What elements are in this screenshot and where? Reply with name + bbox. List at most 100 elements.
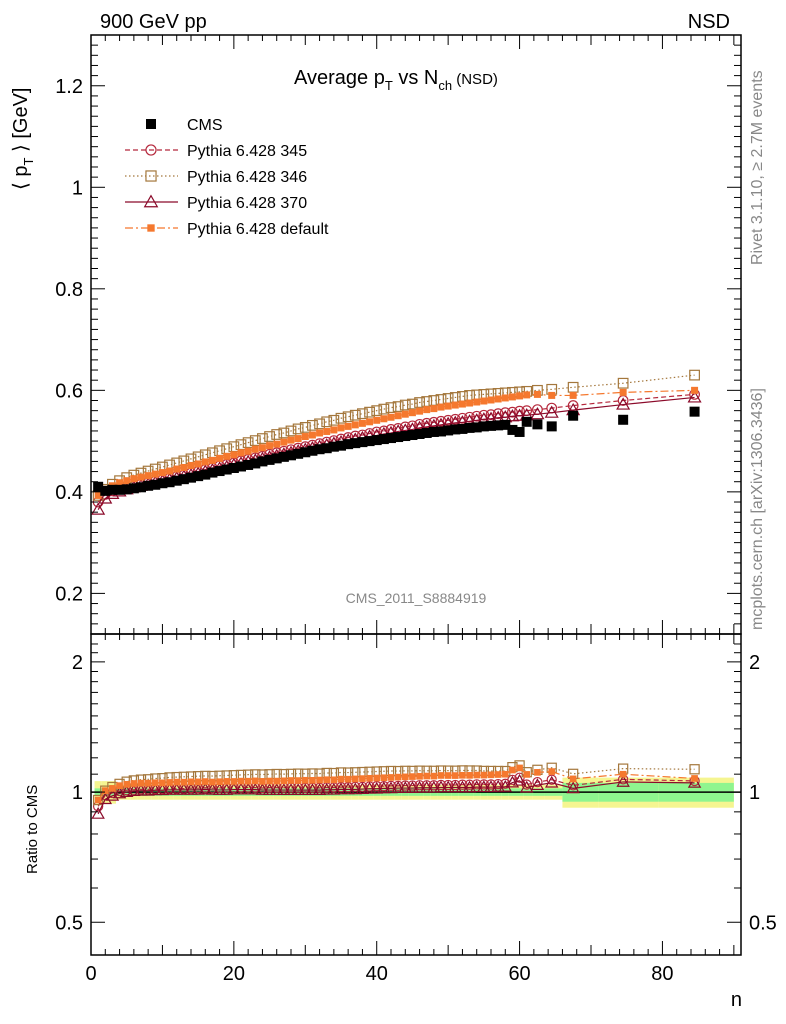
data-point-4 [244,447,252,455]
ratio-point-3 [616,775,630,787]
x-tick-label: 80 [651,963,673,985]
ratio-y-tick-label-right: 1 [749,782,760,804]
data-point-0 [343,439,354,450]
data-point-2 [392,401,404,412]
ratio-point-4 [487,771,495,779]
ratio-point-3 [241,782,255,795]
data-point-0 [386,433,396,444]
ratio-point-3 [419,780,434,793]
data-point-0 [486,420,496,431]
ratio-point-1 [450,779,461,791]
data-point-2 [567,381,579,393]
data-point-4 [130,475,138,483]
ratio-point-4 [216,778,223,786]
ratio-point-4 [109,785,116,792]
x-tick-label: 0 [85,963,96,985]
ratio-point-4 [266,777,273,785]
ratio-point-4 [459,771,466,779]
data-point-2 [371,405,383,417]
ratio-point-1 [485,779,497,790]
data-point-4 [619,388,627,396]
ratio-point-4 [294,777,302,784]
legend-label-2: Pythia 6.428 346 [187,169,307,186]
data-point-4 [458,400,466,408]
data-point-4 [94,491,102,499]
ratio-point-3 [434,780,448,793]
data-point-4 [273,440,281,448]
ratio-point-4 [94,796,102,804]
ratio-point-4 [473,771,481,779]
ratio-point-3 [369,781,384,794]
data-point-4 [394,412,402,420]
data-point-0 [336,440,346,451]
data-point-4 [144,472,152,480]
ratio-point-3 [319,782,334,795]
y-tick-label: 0.4 [55,482,83,504]
data-point-0 [164,477,175,488]
data-point-3 [98,491,113,504]
data-point-0 [414,428,425,439]
ratio-point-4 [380,774,388,782]
ratio-point-4 [130,780,138,787]
data-point-0 [436,426,446,437]
ratio-point-3 [298,783,313,795]
ratio-point-3 [455,780,470,793]
data-point-0 [193,471,204,482]
data-point-4 [337,424,345,432]
ratio-point-3 [427,780,441,793]
data-point-2 [328,414,340,426]
data-point-0 [500,419,511,430]
data-point-4 [301,433,309,441]
data-point-4 [187,461,195,469]
ratio-point-4 [466,772,473,779]
data-point-4 [366,418,374,426]
data-point-2 [314,418,325,430]
ratio-point-4 [501,770,509,778]
ratio-point-4 [323,776,331,784]
ratio-point-3 [512,773,527,786]
ratio-point-4 [494,771,502,778]
ratio-point-2 [357,766,368,778]
ratio-point-3 [398,781,413,793]
ratio-point-4 [451,772,459,779]
data-point-4 [401,410,409,418]
data-point-0 [378,434,389,445]
data-point-0 [521,416,532,427]
data-point-0 [464,422,475,433]
data-point-0 [350,438,361,449]
y-tick-label: 0.2 [55,583,83,605]
data-point-0 [121,484,132,495]
ratio-point-3 [519,780,534,793]
ratio-point-3 [687,775,702,788]
data-point-0 [443,425,454,436]
data-point-0 [478,421,489,432]
legend-label-4: Pythia 6.428 default [187,221,329,238]
ratio-point-4 [180,778,188,786]
data-point-4 [230,451,238,459]
ratio-point-4 [569,775,577,783]
data-point-0 [264,454,275,465]
data-point-0 [507,424,518,435]
y-tick-label: 0.6 [55,380,83,402]
data-point-0 [278,451,289,462]
data-point-0 [407,430,418,441]
ratio-point-3 [462,780,477,793]
ratio-point-3 [191,782,205,795]
ratio-point-4 [516,764,523,772]
ratio-point-4 [316,776,323,784]
data-point-4 [548,391,556,399]
ratio-point-3 [148,783,163,796]
ratio-point-4 [301,776,309,784]
data-point-4 [116,479,124,487]
data-point-3 [505,409,520,422]
data-point-4 [216,454,224,462]
data-point-0 [286,450,296,461]
data-point-4 [437,403,445,411]
ratio-point-1 [421,780,432,791]
data-point-2 [357,408,368,420]
ratio-point-4 [534,769,541,776]
data-point-1 [507,406,518,418]
y-tick-label: 0.8 [55,279,83,301]
ratio-point-3 [544,775,559,788]
